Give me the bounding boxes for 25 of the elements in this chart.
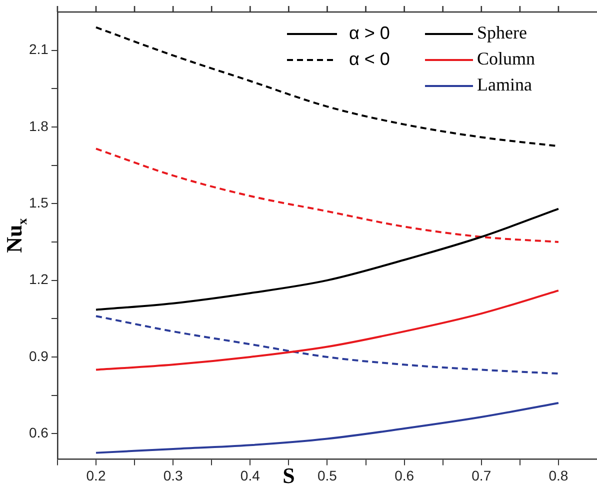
annotation: α > 0 xyxy=(349,22,390,43)
line-series xyxy=(95,402,560,454)
x-tick-label: 0.4 xyxy=(240,467,260,484)
line-series xyxy=(95,208,560,311)
line-series xyxy=(95,315,560,375)
x-tick-label: 0.3 xyxy=(163,467,184,484)
legend-label: Lamina xyxy=(477,74,532,95)
line-series xyxy=(95,148,560,243)
legend-label: Sphere xyxy=(477,22,527,43)
x-tick-label: 0.2 xyxy=(86,467,106,484)
x-tick-label: 0.7 xyxy=(472,467,492,484)
y-tick-label: 1.5 xyxy=(28,194,49,211)
x-tick-label: 0.6 xyxy=(394,467,414,484)
y-tick-label: 0.6 xyxy=(28,424,49,441)
y-tick-label: 0.9 xyxy=(28,348,49,364)
legend-label: Column xyxy=(477,48,536,69)
x-tick-label: 0.5 xyxy=(317,467,338,484)
y-tick-label: 2.1 xyxy=(28,41,49,58)
annotation: α < 0 xyxy=(349,48,390,69)
x-tick-label: 0.8 xyxy=(548,467,568,484)
y-tick-label: 1.2 xyxy=(28,271,49,288)
line-series xyxy=(95,290,560,371)
y-tick-label: 1.8 xyxy=(28,118,49,134)
y-axis-title: Nux xyxy=(2,218,30,253)
x-axis-title: S xyxy=(282,462,295,488)
